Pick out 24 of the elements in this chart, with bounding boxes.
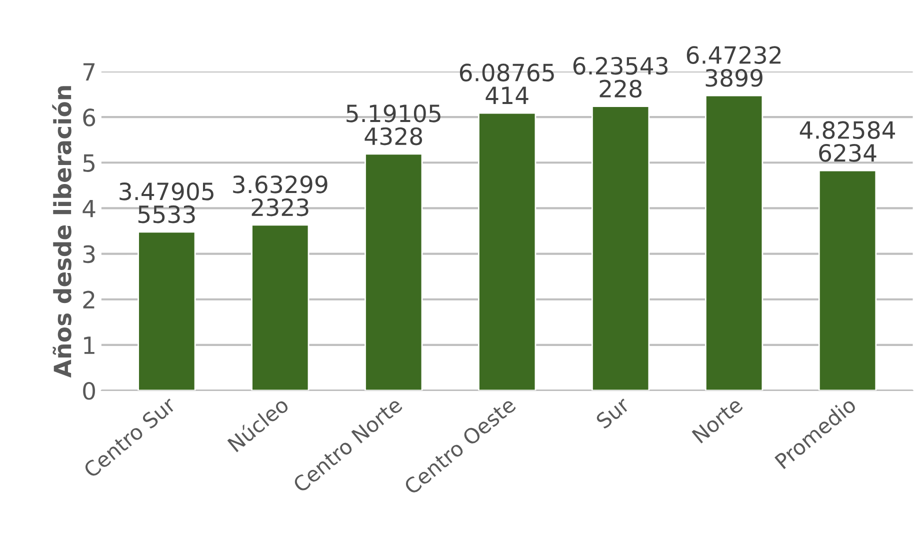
data-label: 6.08765414 xyxy=(460,64,554,104)
bar xyxy=(251,224,310,390)
y-tick-label: 1 xyxy=(84,336,94,354)
data-label: 6.472323899 xyxy=(686,46,781,87)
x-tick-label: Sur xyxy=(595,396,631,430)
y-tick-label: 7 xyxy=(83,63,95,80)
y-tick-label: 3 xyxy=(83,245,95,264)
y-tick-label: 0 xyxy=(83,382,95,400)
y-tick-label: 2 xyxy=(83,290,94,308)
bar xyxy=(818,170,877,390)
y-tick-label: 4 xyxy=(82,200,96,218)
data-label: 3.479055533 xyxy=(120,182,214,224)
data-label: 5.191054328 xyxy=(346,104,440,146)
data-label: 6.23543228 xyxy=(573,56,668,98)
data-label: 3.632992323 xyxy=(233,175,328,216)
y-axis-title: Años desde liberación xyxy=(52,86,72,378)
y-tick-label: 6 xyxy=(83,108,96,126)
y-tick-label: 5 xyxy=(83,154,94,172)
bar xyxy=(364,153,423,390)
bar xyxy=(704,94,764,390)
bar xyxy=(592,106,650,390)
bar xyxy=(138,231,196,390)
data-label: 4.825846234 xyxy=(800,121,896,162)
bar xyxy=(478,112,536,390)
